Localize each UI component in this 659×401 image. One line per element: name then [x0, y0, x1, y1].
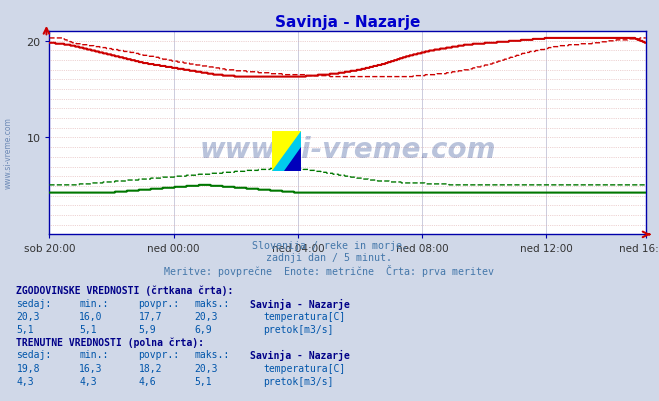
- Text: maks.:: maks.:: [194, 350, 229, 360]
- Text: 5,1: 5,1: [194, 376, 212, 386]
- Text: 19,8: 19,8: [16, 363, 40, 373]
- Text: 4,3: 4,3: [79, 376, 97, 386]
- Text: temperatura[C]: temperatura[C]: [264, 363, 346, 373]
- Text: povpr.:: povpr.:: [138, 298, 179, 308]
- Text: 4,6: 4,6: [138, 376, 156, 386]
- Text: 5,9: 5,9: [138, 324, 156, 334]
- Text: www.si-vreme.com: www.si-vreme.com: [4, 117, 13, 188]
- Text: 20,3: 20,3: [16, 311, 40, 321]
- Text: 16,0: 16,0: [79, 311, 103, 321]
- Text: ZGODOVINSKE VREDNOSTI (črtkana črta):: ZGODOVINSKE VREDNOSTI (črtkana črta):: [16, 285, 234, 295]
- Text: pretok[m3/s]: pretok[m3/s]: [264, 376, 334, 386]
- Text: Slovenija / reke in morje.: Slovenija / reke in morje.: [252, 241, 407, 251]
- Polygon shape: [272, 132, 302, 172]
- Text: 6,9: 6,9: [194, 324, 212, 334]
- Text: 20,3: 20,3: [194, 363, 218, 373]
- Polygon shape: [272, 132, 302, 172]
- Text: min.:: min.:: [79, 298, 109, 308]
- Text: TRENUTNE VREDNOSTI (polna črta):: TRENUTNE VREDNOSTI (polna črta):: [16, 336, 204, 347]
- Text: 17,7: 17,7: [138, 311, 162, 321]
- Text: 5,1: 5,1: [16, 324, 34, 334]
- Title: Savinja - Nazarje: Savinja - Nazarje: [275, 14, 420, 30]
- Text: Savinja - Nazarje: Savinja - Nazarje: [250, 350, 351, 360]
- Text: 20,3: 20,3: [194, 311, 218, 321]
- Text: 5,1: 5,1: [79, 324, 97, 334]
- Text: www.si-vreme.com: www.si-vreme.com: [200, 136, 496, 164]
- Text: min.:: min.:: [79, 350, 109, 360]
- Text: temperatura[C]: temperatura[C]: [264, 311, 346, 321]
- Text: povpr.:: povpr.:: [138, 350, 179, 360]
- Text: 18,2: 18,2: [138, 363, 162, 373]
- Text: 16,3: 16,3: [79, 363, 103, 373]
- Text: Meritve: povprečne  Enote: metrične  Črta: prva meritev: Meritve: povprečne Enote: metrične Črta:…: [165, 265, 494, 277]
- Text: maks.:: maks.:: [194, 298, 229, 308]
- Text: zadnji dan / 5 minut.: zadnji dan / 5 minut.: [266, 253, 393, 263]
- Polygon shape: [284, 148, 302, 172]
- Text: sedaj:: sedaj:: [16, 350, 51, 360]
- Text: Savinja - Nazarje: Savinja - Nazarje: [250, 298, 351, 309]
- Text: pretok[m3/s]: pretok[m3/s]: [264, 324, 334, 334]
- Text: 4,3: 4,3: [16, 376, 34, 386]
- Text: sedaj:: sedaj:: [16, 298, 51, 308]
